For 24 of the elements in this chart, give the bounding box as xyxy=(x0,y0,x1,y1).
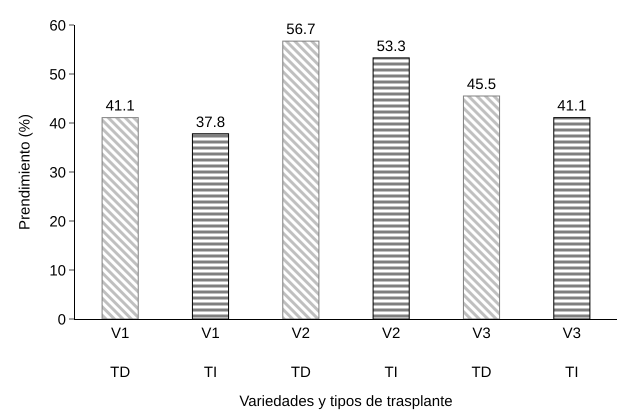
y-tick-label: 50 xyxy=(49,66,66,84)
y-tick-label: 60 xyxy=(49,17,66,34)
data-label: 53.3 xyxy=(376,38,406,55)
y-tick-label: 10 xyxy=(49,262,66,280)
data-label: 41.1 xyxy=(557,98,586,115)
data-label: 37.8 xyxy=(196,114,226,131)
category-label: V2 TD xyxy=(290,325,311,381)
category-label: V3 TD xyxy=(472,325,492,381)
bar xyxy=(462,96,500,319)
y-axis-title: Prendimiento (%) xyxy=(16,114,34,230)
x-axis-title: Variedades y tipos de trasplante xyxy=(239,393,453,410)
y-tick-label: 20 xyxy=(49,213,66,230)
category-label: V2 TI xyxy=(382,325,400,381)
data-label: 41.1 xyxy=(106,98,135,115)
y-tick-label: 0 xyxy=(58,311,66,328)
bar xyxy=(282,40,320,319)
y-tick-label: 40 xyxy=(49,115,66,132)
bar xyxy=(102,117,139,319)
category-label: V1 TI xyxy=(201,325,220,381)
y-tick-label: 30 xyxy=(49,164,66,182)
data-label: 56.7 xyxy=(286,21,316,38)
category-label: V3 TI xyxy=(562,325,582,381)
data-label: 45.5 xyxy=(466,76,496,94)
category-label: V1 TD xyxy=(110,325,130,381)
